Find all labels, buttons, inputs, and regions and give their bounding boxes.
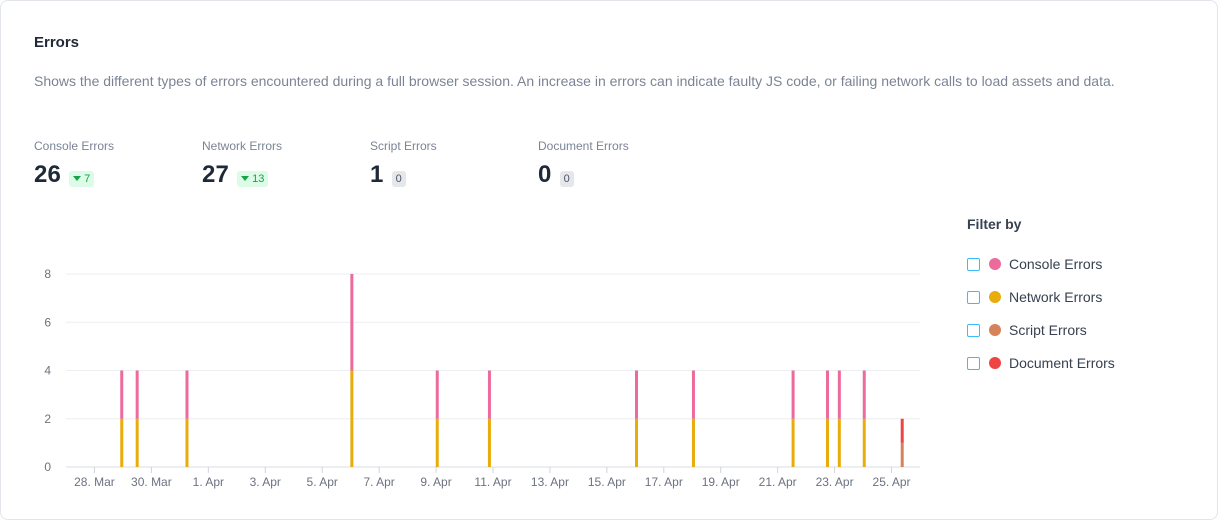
y-tick-label: 6 [44, 315, 51, 329]
y-tick-label: 8 [44, 267, 51, 281]
y-tick-label: 4 [44, 364, 51, 378]
bar-console-errors [825, 370, 829, 419]
bar-console-errors [487, 370, 491, 419]
stat-value: 27 [202, 161, 230, 188]
x-tick-label: 1. Apr [193, 475, 224, 489]
x-tick-label: 5. Apr [307, 475, 338, 489]
checkbox[interactable] [967, 257, 980, 271]
bar-network-errors [435, 418, 439, 467]
bar-console-errors [837, 370, 841, 419]
trend-badge: 7 [69, 170, 95, 187]
bar-network-errors [791, 418, 795, 467]
stat-label: Document Errors [538, 139, 629, 153]
bar-console-errors [435, 370, 439, 419]
trend-value: 0 [563, 172, 570, 185]
bar-console-errors [791, 370, 795, 419]
bar-console-errors [135, 370, 139, 419]
checkbox[interactable] [967, 356, 980, 370]
bar-console-errors [635, 370, 639, 419]
stat-label: Script Errors [370, 139, 437, 153]
trend-value: 13 [252, 172, 265, 185]
stat-document-errors: Document Errors 0 0 [538, 139, 629, 189]
x-tick-label: 7. Apr [363, 475, 394, 489]
bar-network-errors [185, 418, 189, 467]
bar-network-errors [837, 418, 841, 467]
legend-label: Document Errors [1009, 355, 1115, 371]
stat-label: Network Errors [202, 139, 283, 153]
bar-network-errors [120, 418, 124, 467]
network-errors-dot [989, 291, 1001, 303]
bar-network-errors [135, 418, 139, 467]
bar-console-errors [350, 274, 354, 371]
bar-console-errors [185, 370, 189, 419]
filter-network-errors[interactable]: Network Errors [967, 288, 1102, 306]
bar-network-errors [487, 418, 491, 467]
console-errors-dot [989, 258, 1001, 270]
x-tick-label: 3. Apr [250, 475, 281, 489]
trend-badge: 0 [559, 170, 574, 187]
x-tick-label: 11. Apr [474, 475, 511, 489]
y-tick-label: 2 [44, 412, 51, 426]
checkbox[interactable] [967, 290, 980, 304]
bar-network-errors [635, 418, 639, 467]
x-tick-label: 9. Apr [420, 475, 451, 489]
filter-console-errors[interactable]: Console Errors [967, 255, 1102, 273]
script-errors-dot [989, 324, 1001, 336]
document-errors-dot [989, 357, 1001, 369]
trend-badge: 13 [237, 170, 269, 187]
bar-console-errors [691, 370, 695, 419]
y-tick-label: 0 [44, 460, 51, 474]
stat-value: 1 [370, 161, 384, 188]
x-tick-label: 23. Apr [816, 475, 854, 489]
x-tick-label: 28. Mar [74, 475, 115, 489]
trend-value: 0 [395, 172, 402, 185]
arrow-down-icon [73, 176, 82, 181]
stat-value: 0 [538, 161, 552, 188]
filter-script-errors[interactable]: Script Errors [967, 321, 1087, 339]
filter-title: Filter by [967, 216, 1022, 232]
x-tick-label: 17. Apr [645, 475, 683, 489]
stat-value: 26 [34, 161, 62, 188]
arrow-down-icon [241, 176, 250, 181]
card-description: Shows the different types of errors enco… [34, 73, 1115, 89]
x-tick-label: 19. Apr [702, 475, 740, 489]
card-title: Errors [34, 34, 80, 51]
legend-label: Script Errors [1009, 322, 1087, 338]
bar-network-errors [825, 418, 829, 467]
trend-badge: 0 [391, 170, 406, 187]
bar-network-errors [862, 418, 866, 467]
legend-label: Network Errors [1009, 289, 1103, 305]
x-tick-label: 30. Mar [131, 475, 172, 489]
x-tick-label: 25. Apr [873, 475, 911, 489]
bar-network-errors [691, 418, 695, 467]
bar-document-errors [900, 418, 904, 443]
x-tick-label: 15. Apr [588, 475, 626, 489]
bar-script-errors [900, 442, 904, 467]
bar-network-errors [350, 370, 354, 467]
legend-label: Console Errors [1009, 256, 1103, 272]
x-tick-label: 21. Apr [759, 475, 797, 489]
stat-script-errors: Script Errors 1 0 [370, 139, 437, 189]
checkbox[interactable] [967, 323, 980, 337]
bar-console-errors [120, 370, 124, 419]
stat-network-errors: Network Errors 27 13 [202, 139, 282, 189]
x-tick-label: 13. Apr [531, 475, 569, 489]
errors-bar-chart: 0 2 4 6 8 28. Mar 30. Mar 1. Apr 3. Apr 5. Apr 7. … [44, 267, 920, 489]
trend-value: 7 [84, 172, 91, 185]
stat-console-errors: Console Errors 26 7 [34, 139, 114, 189]
filter-document-errors[interactable]: Document Errors [967, 354, 1115, 372]
bar-console-errors [862, 370, 866, 419]
stat-label: Console Errors [34, 139, 115, 153]
